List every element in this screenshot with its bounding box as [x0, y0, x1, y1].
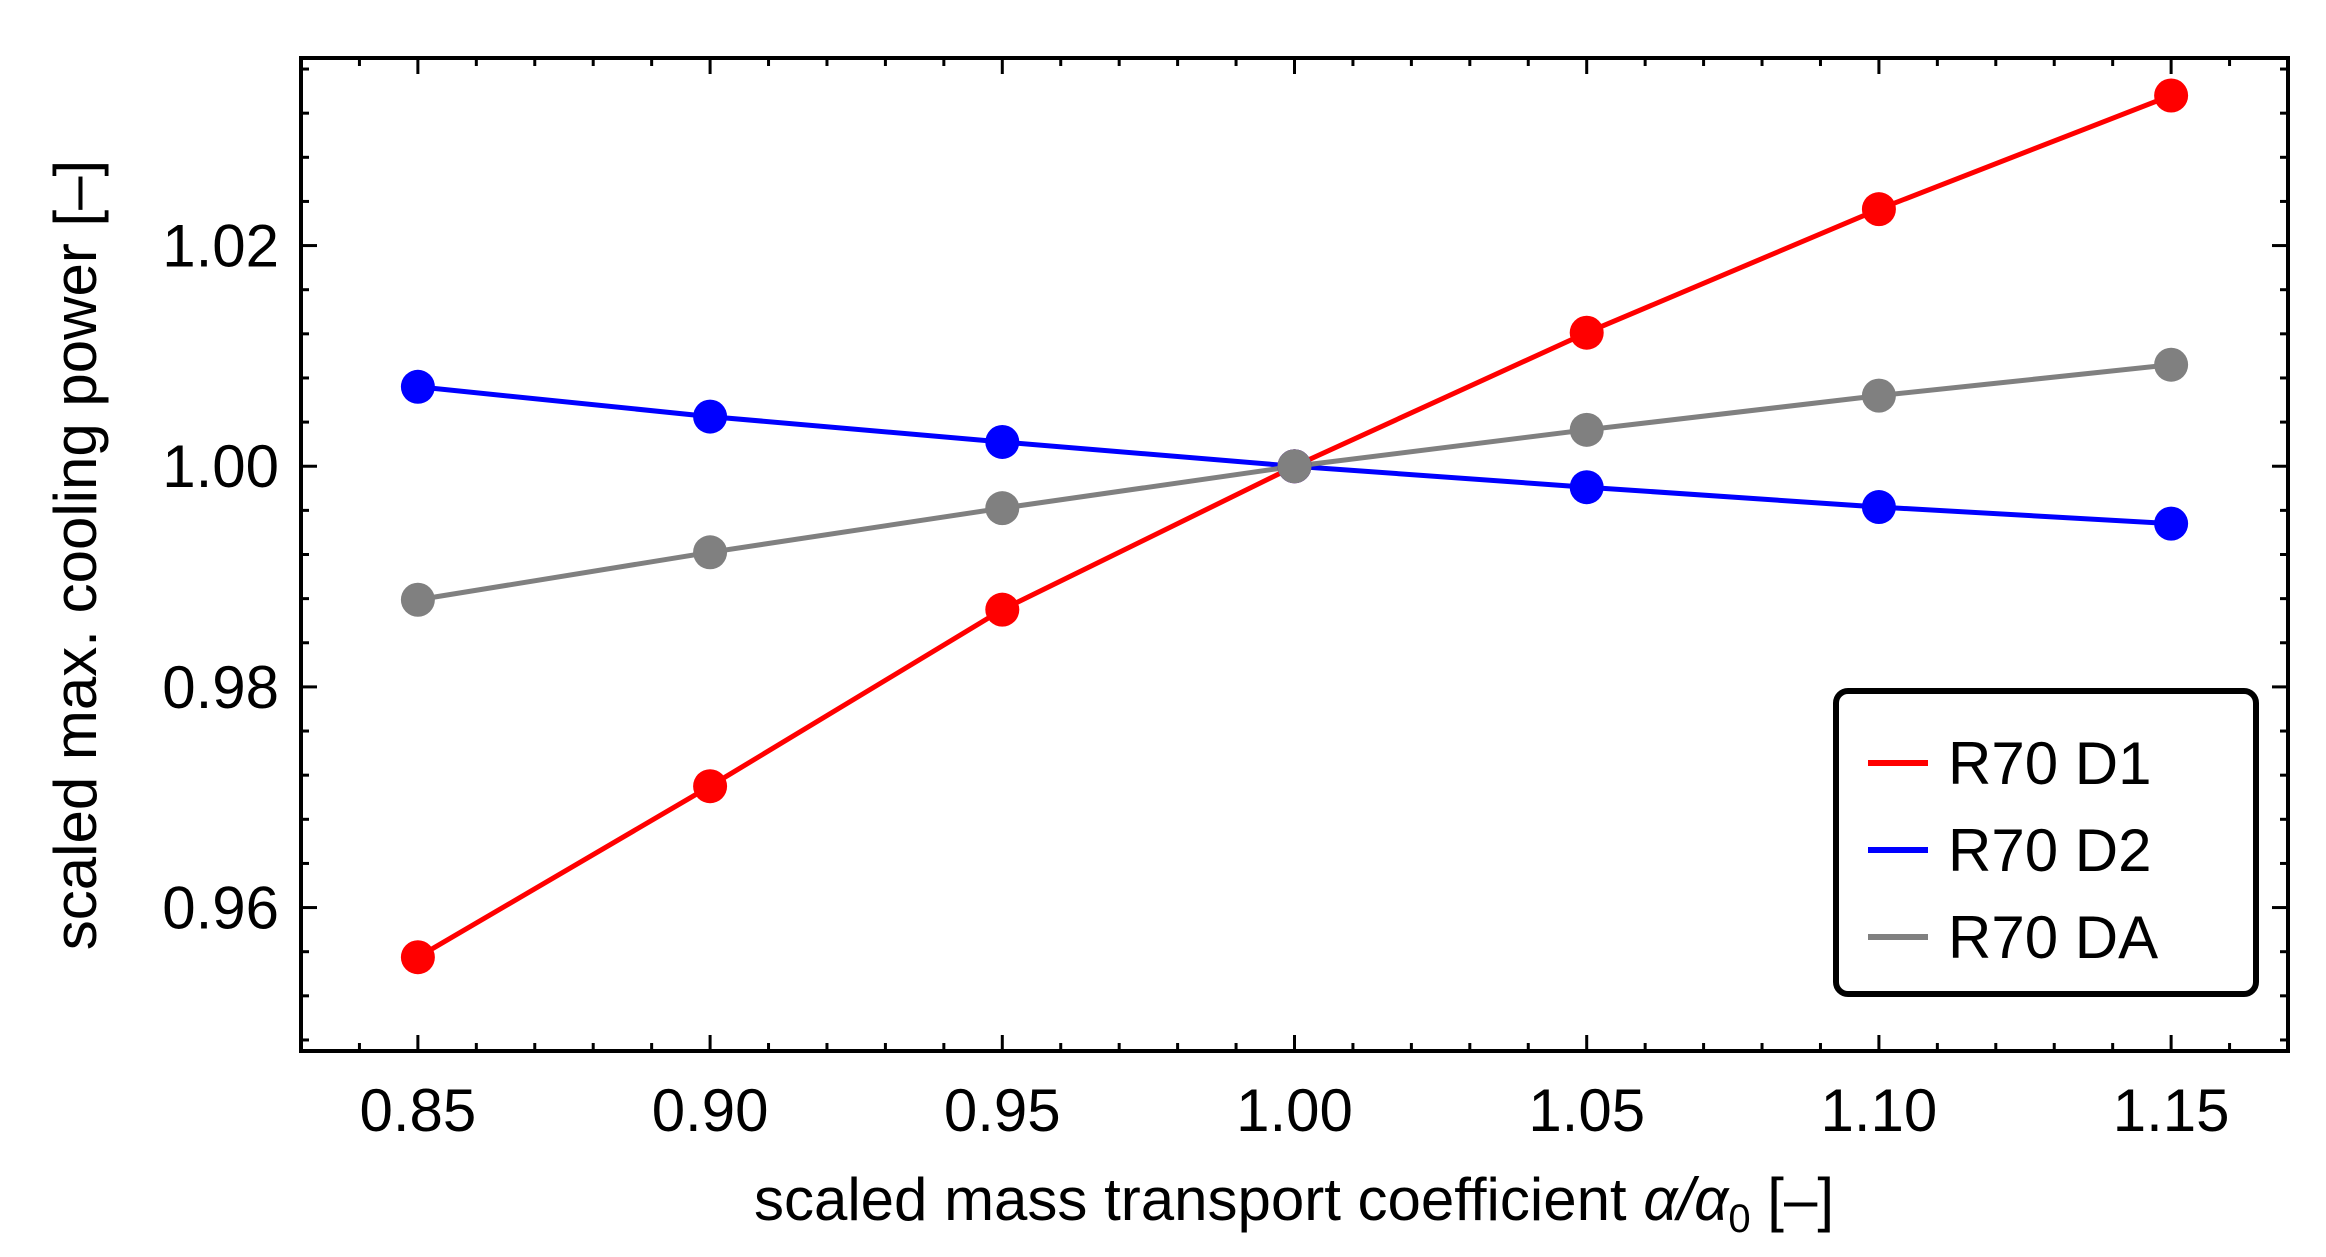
legend: R70 D1 R70 D2 R70 DA [1833, 688, 2259, 997]
data-point-r70-d1 [693, 769, 728, 804]
data-point-r70-d2 [1569, 470, 1604, 505]
data-point-r70-d2 [985, 424, 1020, 459]
legend-label-r70-d1: R70 D1 [1948, 730, 2151, 797]
data-point-r70-d2 [1861, 490, 1896, 525]
data-point-r70-d2 [2154, 506, 2189, 541]
data-point-r70-d2 [693, 399, 728, 434]
x-tick-label: 1.15 [2113, 1077, 2230, 1144]
plot-frame [299, 56, 2290, 1053]
y-tick-label: 1.02 [162, 213, 279, 280]
x-tick-label: 0.90 [652, 1077, 769, 1144]
y-tick-label: 0.98 [162, 654, 279, 721]
x-tick-label: 1.00 [1236, 1077, 1353, 1144]
x-tick-label: 0.95 [944, 1077, 1061, 1144]
legend-label-r70-da: R70 DA [1948, 904, 2158, 971]
y-axis-title: scaled max. cooling power [–] [42, 160, 109, 950]
x-axis-title-symbol: α/α [1643, 1166, 1730, 1233]
data-point-r70-da [1569, 412, 1604, 447]
x-tick-label: 0.85 [359, 1077, 476, 1144]
tick-labels-layer: 0.85 0.90 0.95 1.00 1.05 1.10 1.15 0.96 0.98 1.00… [162, 213, 2229, 1144]
data-point-r70-da [2154, 347, 2189, 382]
series-layer [400, 78, 2189, 975]
y-tick-label: 1.00 [162, 433, 279, 500]
x-axis-title-subscript: 0 [1728, 1197, 1750, 1241]
x-tick-label: 1.05 [1528, 1077, 1645, 1144]
data-point-r70-da [693, 535, 728, 570]
x-axis-title-prefix: scaled mass transport coefficient [754, 1166, 1643, 1233]
y-tick-label: 0.96 [162, 875, 279, 942]
legend-box [1833, 688, 2259, 997]
data-point-r70-da [1277, 449, 1312, 484]
data-point-r70-d2 [400, 369, 435, 404]
x-tick-label: 1.10 [1821, 1077, 1938, 1144]
data-point-r70-da [985, 491, 1020, 526]
data-point-r70-da [1861, 378, 1896, 413]
data-point-r70-d1 [2154, 78, 2189, 113]
data-point-r70-da [400, 582, 435, 617]
data-point-r70-d1 [1861, 192, 1896, 227]
x-axis-title: scaled mass transport coefficient α/α0 [… [754, 1166, 1834, 1241]
x-axis-title-suffix: [–] [1751, 1166, 1834, 1233]
data-point-r70-d1 [1569, 315, 1604, 350]
legend-label-r70-d2: R70 D2 [1948, 817, 2151, 884]
data-point-r70-d1 [985, 592, 1020, 627]
data-point-r70-d1 [400, 940, 435, 975]
